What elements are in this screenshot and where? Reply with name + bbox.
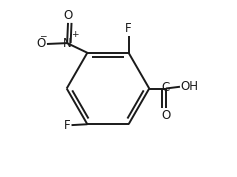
- Text: C: C: [162, 81, 170, 94]
- Text: −: −: [39, 31, 47, 40]
- Text: F: F: [125, 22, 132, 35]
- Text: O: O: [161, 109, 171, 122]
- Text: O: O: [37, 38, 46, 50]
- Text: N: N: [63, 37, 72, 50]
- Text: OH: OH: [181, 80, 199, 93]
- Text: F: F: [64, 119, 71, 132]
- Text: +: +: [71, 30, 78, 39]
- Text: O: O: [63, 9, 73, 22]
